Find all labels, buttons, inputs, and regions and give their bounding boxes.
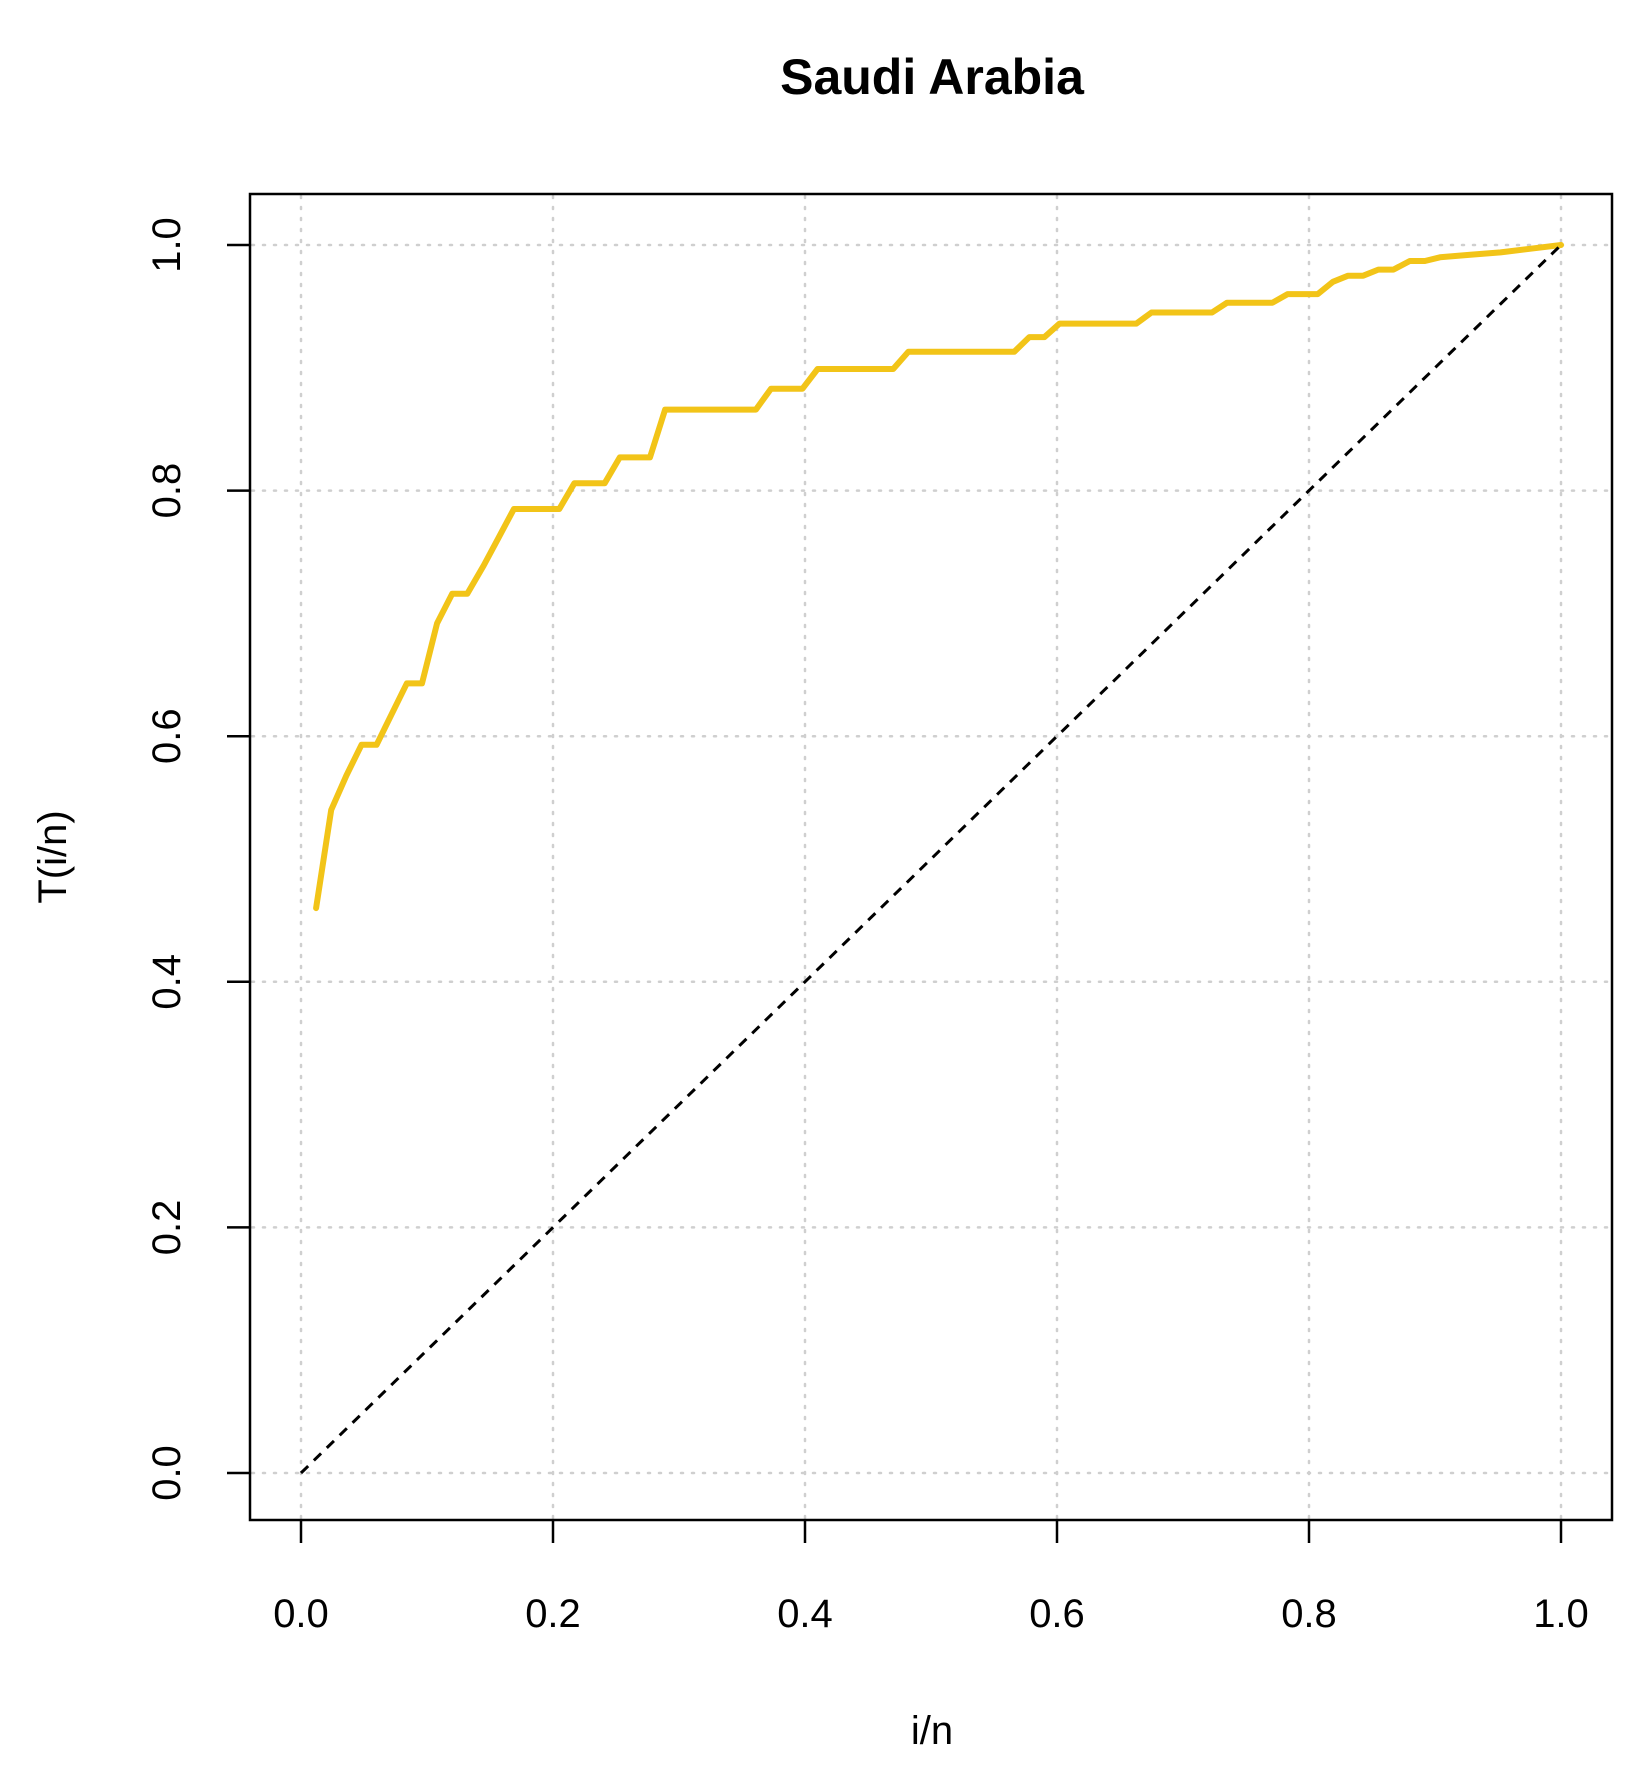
- y-tick-label: 0.4: [145, 954, 189, 1010]
- lorenz-curve-line: [313, 242, 1564, 912]
- y-tick-label: 0.0: [145, 1445, 189, 1501]
- y-tick-label: 0.2: [145, 1200, 189, 1256]
- x-tick-label: 0.0: [273, 1592, 329, 1636]
- plot-frame: [248, 192, 1614, 1522]
- y-tick-label: 0.8: [145, 463, 189, 519]
- grid-layer: [250, 194, 1612, 1520]
- y-tick-label: 0.6: [145, 708, 189, 764]
- x-tick-label: 0.4: [777, 1592, 833, 1636]
- y-tick-label: 1.0: [145, 217, 189, 273]
- series-layer: [299, 242, 1564, 1475]
- x-tick-label: 0.6: [1029, 1592, 1085, 1636]
- x-tick-label: 0.8: [1281, 1592, 1337, 1636]
- x-tick-label: 1.0: [1533, 1592, 1589, 1636]
- x-axis: 0.0 0.2 0.4 0.6 0.8 1.0: [273, 1520, 1589, 1636]
- chart-title: Saudi Arabia: [780, 49, 1085, 105]
- equality-line: [299, 243, 1563, 1475]
- y-axis: 0.0 0.2 0.4 0.6 0.8 1.0: [145, 217, 250, 1501]
- x-axis-label: i/n: [911, 1709, 953, 1753]
- y-axis-label: T(i/n): [31, 810, 75, 903]
- x-tick-label: 0.2: [525, 1592, 581, 1636]
